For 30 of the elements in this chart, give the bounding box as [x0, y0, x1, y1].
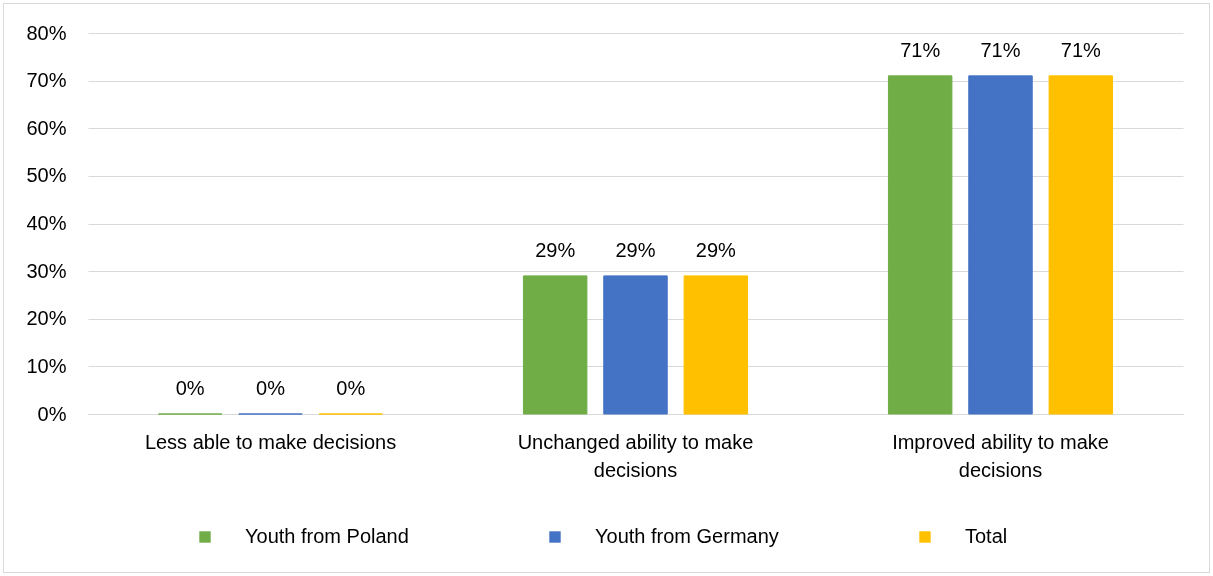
data-label: 71% [900, 38, 941, 61]
data-label: 29% [695, 238, 737, 261]
legend-label: Total [965, 525, 1008, 547]
y-tick-label: 50% [26, 164, 67, 187]
y-tick-label: 10% [26, 354, 67, 377]
x-tick-label: Unchanged ability to make decisions [517, 430, 754, 481]
data-label: 29% [535, 238, 576, 261]
data-label: 0% [336, 377, 366, 399]
legend-label: Youth from Germany [595, 525, 779, 547]
data-label: 0% [256, 377, 286, 399]
y-tick-label: 70% [26, 69, 67, 92]
bar [683, 275, 749, 415]
data-label: 71% [1060, 38, 1102, 61]
x-tick-label: Less able to make decisions [144, 430, 397, 453]
x-tick-label: Improved ability to make decisions [892, 430, 1109, 481]
data-label: 71% [980, 38, 1021, 61]
data-label: 29% [615, 238, 656, 261]
bar [1048, 75, 1114, 415]
bar [522, 275, 588, 415]
bar [603, 275, 668, 415]
legend-label: Youth from Poland [245, 525, 409, 547]
bar [968, 75, 1033, 415]
y-tick-label: 20% [26, 307, 67, 330]
bar [887, 75, 953, 415]
y-tick-label: 30% [26, 259, 67, 282]
y-tick-label: 60% [26, 116, 67, 139]
data-label: 0% [175, 377, 205, 399]
y-tick-label: 80% [26, 21, 67, 44]
y-tick-label: 40% [26, 212, 67, 234]
y-tick-label: 0% [37, 402, 67, 425]
